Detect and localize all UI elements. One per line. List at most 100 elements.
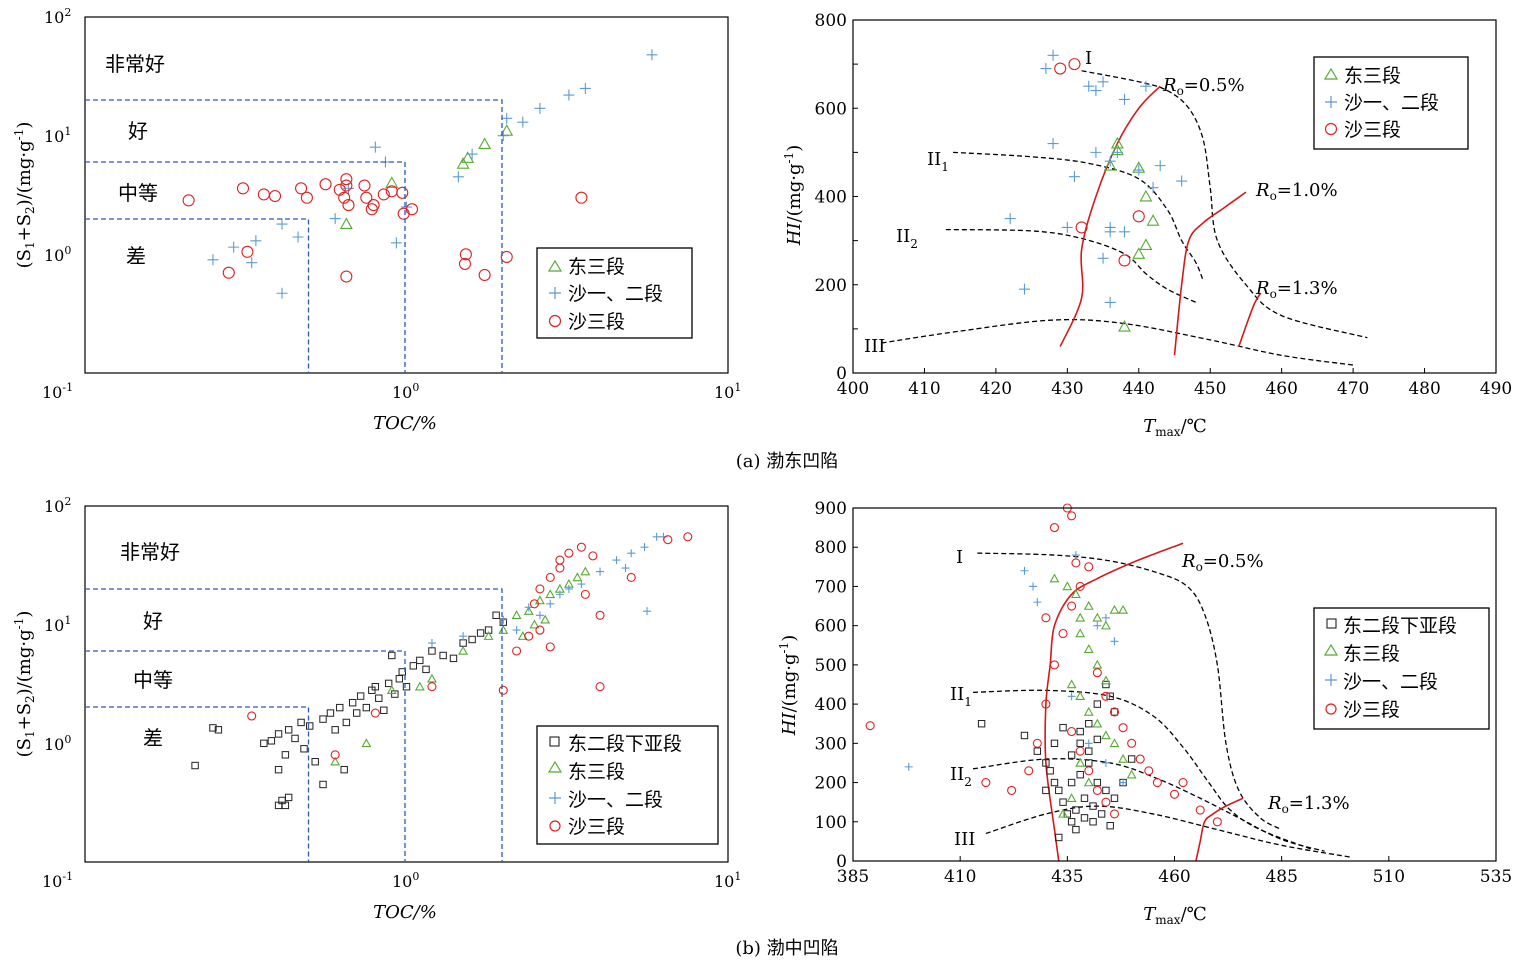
- data-point-dong3: [1076, 692, 1084, 699]
- y-tick-label: 0: [836, 364, 847, 384]
- data-point-sha12: [1019, 284, 1030, 295]
- data-point-sha3: [982, 779, 990, 787]
- data-point-dong2lower: [275, 731, 281, 737]
- data-point-dong2lower: [292, 735, 298, 741]
- legend-label-sha3: 沙三段: [568, 311, 625, 333]
- data-point-dong2lower: [312, 759, 318, 765]
- x-tick-label: 485: [1265, 867, 1297, 887]
- data-point-sha3: [1110, 810, 1118, 818]
- data-point-sha12: [627, 549, 635, 557]
- data-point-sha12: [330, 213, 341, 224]
- x-tick-0.1: 10-1: [42, 870, 73, 891]
- y-axis-label: HI/(mg·g-1): [777, 635, 800, 736]
- zone-label-medium: 中等: [133, 668, 173, 692]
- data-point-sha3: [565, 549, 573, 557]
- data-point-dong2lower: [1086, 748, 1092, 754]
- data-point-sha3: [428, 683, 436, 691]
- data-point-sha3: [556, 556, 564, 564]
- data-point-sha3: [589, 552, 597, 560]
- data-point-sha3: [1085, 767, 1093, 775]
- data-point-sha3: [556, 564, 564, 572]
- x-tick-label: 410: [944, 867, 976, 887]
- data-point-dong2lower: [429, 648, 435, 654]
- data-point-sha12: [228, 242, 239, 253]
- legend-label-dong3: 东三段: [568, 256, 625, 278]
- data-point-dong3: [341, 219, 352, 229]
- legend-label-sha12: 沙一、二段: [1344, 92, 1439, 114]
- data-point-dong2lower: [1073, 826, 1079, 832]
- data-point-sha12: [513, 626, 521, 634]
- data-point-sha12: [1133, 165, 1144, 176]
- y-tick-label: 200: [815, 276, 847, 296]
- data-point-dong3: [1148, 215, 1159, 225]
- data-point-dong2lower: [301, 746, 307, 752]
- x-axis-label: TOC/%: [373, 902, 437, 923]
- data-point-dong2lower: [423, 666, 429, 672]
- data-point-sha3: [368, 200, 379, 211]
- data-point-dong3: [479, 139, 490, 149]
- data-point-dong2lower: [1103, 787, 1109, 793]
- x-tick-0.1: 10-1: [42, 381, 73, 402]
- data-point-sha12: [1098, 253, 1109, 264]
- data-point-sha12: [1072, 551, 1080, 559]
- zone-label-good: 好: [143, 609, 163, 633]
- data-point-sha3: [301, 192, 312, 203]
- data-point-sha3: [525, 632, 533, 640]
- data-point-sha12: [1083, 81, 1094, 92]
- data-point-sha3: [1136, 755, 1144, 763]
- data-point-dong2lower: [1077, 728, 1083, 734]
- data-point-dong2lower: [261, 740, 267, 746]
- data-point-sha12: [293, 231, 304, 242]
- data-point-sha12: [646, 49, 657, 60]
- data-point-dong2lower: [1047, 768, 1053, 774]
- data-point-sha12: [1048, 50, 1059, 61]
- x-tick-label: 535: [1480, 867, 1512, 887]
- data-point-sha3: [242, 246, 253, 257]
- data-point-sha12: [1105, 297, 1116, 308]
- y-tick-100: 102: [44, 495, 71, 516]
- x-axis-label: Tmax/℃: [1143, 416, 1207, 439]
- data-point-sha3: [581, 590, 589, 598]
- data-point-dong3: [581, 568, 589, 575]
- x-tick-label: 410: [908, 379, 940, 399]
- data-point-dong2lower: [1056, 787, 1062, 793]
- data-point-sha12: [1119, 94, 1130, 105]
- legend-label-dong3: 东三段: [568, 761, 625, 783]
- data-point-sha12: [1098, 76, 1109, 87]
- data-point-dong3: [1110, 739, 1118, 746]
- data-point-dong2lower: [1098, 811, 1104, 817]
- data-point-sha12: [1093, 622, 1101, 630]
- data-point-dong3: [362, 739, 370, 746]
- data-point-dong3: [1068, 794, 1076, 801]
- data-point-dong2lower: [440, 652, 446, 658]
- data-point-dong3: [459, 647, 467, 654]
- data-point-sha12: [391, 237, 402, 248]
- data-point-sha12: [1069, 171, 1080, 182]
- data-point-sha12: [1112, 147, 1123, 158]
- ro-curve-2: [1239, 294, 1260, 347]
- ro-label-0.5: Ro=0.5%: [1181, 551, 1264, 574]
- data-point-sha3: [1128, 739, 1136, 747]
- data-point-sha3: [684, 533, 692, 541]
- data-point-sha3: [1093, 786, 1101, 794]
- data-point-sha3: [397, 187, 408, 198]
- legend-label-dong2lower: 东二段下亚段: [1343, 615, 1457, 637]
- data-point-sha3: [258, 189, 269, 200]
- data-point-dong2lower: [1068, 752, 1074, 758]
- data-point-dong2lower: [332, 727, 338, 733]
- data-point-dong3: [1140, 240, 1151, 250]
- data-point-dong2lower: [493, 612, 499, 618]
- data-point-sha12: [277, 288, 288, 299]
- data-point-dong3: [416, 683, 424, 690]
- data-point-dong2lower: [285, 794, 291, 800]
- data-point-dong2lower: [285, 727, 291, 733]
- data-point-dong3: [1110, 606, 1118, 613]
- data-point-sha12: [517, 117, 528, 128]
- data-point-dong2lower: [1081, 815, 1087, 821]
- data-point-sha3: [270, 191, 281, 202]
- data-point-sha3: [1068, 512, 1076, 520]
- panel-b-right: 385 410 435 460 485 510 5350100200300400500600…: [777, 499, 1512, 927]
- data-point-dong2lower: [1068, 819, 1074, 825]
- data-point-sha3: [183, 195, 194, 206]
- ro-label-1.0: Ro=1.0%: [1255, 180, 1338, 203]
